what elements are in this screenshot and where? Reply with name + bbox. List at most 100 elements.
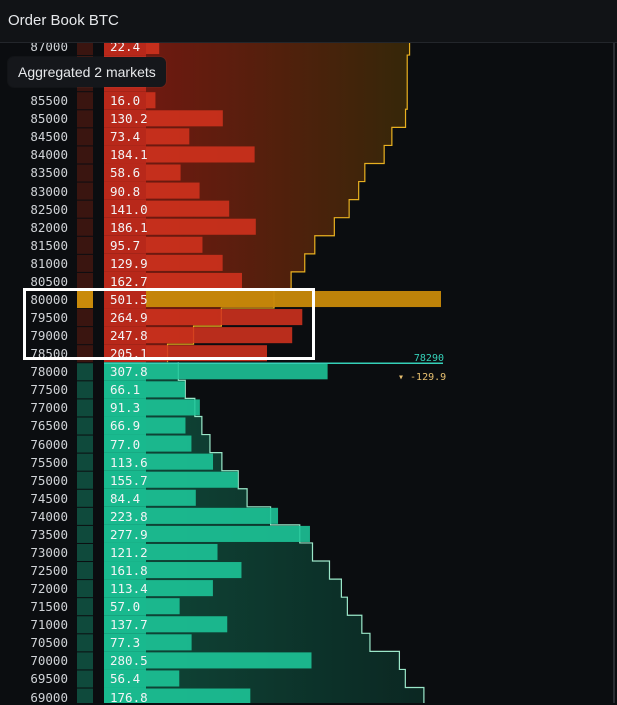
side-strip	[77, 309, 93, 327]
size-label: 162.7	[110, 273, 148, 289]
size-column-bar	[104, 452, 146, 471]
volume-bar	[146, 290, 441, 308]
volume-bar	[146, 435, 192, 452]
size-column-bar	[104, 524, 146, 543]
size-column-bar	[104, 326, 146, 345]
price-label: 73500	[30, 526, 68, 542]
size-label: 91.3	[110, 400, 141, 416]
price-label: 83000	[30, 183, 68, 199]
price-label: 74500	[30, 490, 68, 506]
size-label: 66.9	[110, 418, 141, 434]
size-label: 95.7	[110, 237, 141, 253]
price-label: 80000	[30, 291, 68, 307]
size-column-bar	[104, 199, 146, 218]
price-label: 78000	[30, 364, 68, 380]
size-label: 77.3	[110, 635, 141, 651]
price-label: 81500	[30, 237, 68, 253]
size-column-bar	[104, 416, 146, 435]
size-column-bar	[104, 181, 146, 200]
price-label: 85500	[30, 93, 68, 109]
price-label: 77500	[30, 382, 68, 398]
size-label: 186.1	[110, 219, 148, 235]
side-strip	[77, 363, 93, 381]
size-column-bar	[104, 145, 146, 164]
price-label: 79000	[30, 328, 68, 344]
size-column-bar	[104, 163, 146, 182]
price-label: 75000	[30, 472, 68, 488]
size-label: 307.8	[110, 364, 148, 380]
price-label: 72000	[30, 581, 68, 597]
aggregated-markets-badge[interactable]: Aggregated 2 markets	[8, 57, 166, 87]
size-label: 66.1	[110, 382, 141, 398]
size-column-bar	[104, 109, 146, 128]
price-label: 73000	[30, 544, 68, 560]
volume-bar	[146, 543, 218, 561]
size-column-bar	[104, 542, 146, 562]
volume-bar	[146, 634, 192, 651]
volume-bar	[146, 652, 312, 669]
volume-bar	[146, 580, 213, 597]
volume-bar	[146, 399, 200, 416]
volume-bar	[146, 92, 156, 109]
price-label: 84500	[30, 129, 68, 145]
price-label: 71000	[30, 617, 68, 633]
side-strip	[77, 525, 93, 543]
size-column-bar	[104, 669, 146, 688]
size-column-bar	[104, 217, 146, 236]
volume-bar	[146, 200, 230, 217]
size-column-bar	[104, 91, 146, 110]
side-strip	[77, 218, 93, 236]
price-label: 70000	[30, 653, 68, 669]
side-strip	[77, 471, 93, 489]
side-strip	[77, 399, 93, 417]
volume-bar	[146, 381, 185, 398]
side-strip-highlight	[77, 289, 93, 309]
side-strip	[77, 489, 93, 507]
size-column-bar	[104, 488, 146, 507]
mid-price-label: 78290	[413, 353, 444, 364]
price-label: 74000	[30, 508, 68, 524]
side-strip	[77, 146, 93, 164]
size-label: 129.9	[110, 255, 148, 271]
ask-depth-area-line	[166, 37, 411, 363]
side-strip	[77, 254, 93, 272]
size-label: 247.8	[110, 328, 148, 344]
side-strip	[77, 634, 93, 652]
volume-bar	[146, 453, 214, 470]
size-column-bar	[104, 271, 146, 290]
size-label: 161.8	[110, 563, 148, 579]
volume-bar	[146, 598, 180, 615]
volume-bar	[146, 670, 180, 687]
side-strip	[77, 272, 93, 290]
side-strip	[77, 164, 93, 182]
side-strip	[77, 616, 93, 634]
size-column-bar	[104, 597, 146, 616]
size-column-bar	[104, 398, 146, 417]
side-strip	[77, 598, 93, 616]
size-label: 73.4	[110, 129, 141, 145]
size-column-bar	[104, 651, 146, 670]
size-column-bar	[104, 470, 146, 489]
volume-bar	[146, 218, 256, 235]
size-column-bar	[104, 380, 146, 399]
volume-bar	[146, 327, 293, 344]
side-strip	[77, 507, 93, 525]
volume-bar	[146, 309, 303, 326]
volume-bar	[146, 471, 238, 488]
price-label: 77000	[30, 400, 68, 416]
side-strip	[77, 543, 93, 562]
side-strip	[77, 128, 93, 146]
side-strip	[77, 562, 93, 580]
volume-bar	[146, 128, 190, 145]
volume-bar	[146, 616, 228, 633]
volume-bar	[146, 272, 242, 289]
size-label: 155.7	[110, 472, 148, 488]
volume-bar	[146, 417, 186, 434]
side-strip	[77, 435, 93, 453]
side-strip	[77, 236, 93, 254]
price-label: 80500	[30, 273, 68, 289]
size-label: 137.7	[110, 617, 148, 633]
side-strip	[77, 670, 93, 688]
size-column-bar	[104, 633, 146, 652]
volume-bar	[146, 525, 310, 542]
